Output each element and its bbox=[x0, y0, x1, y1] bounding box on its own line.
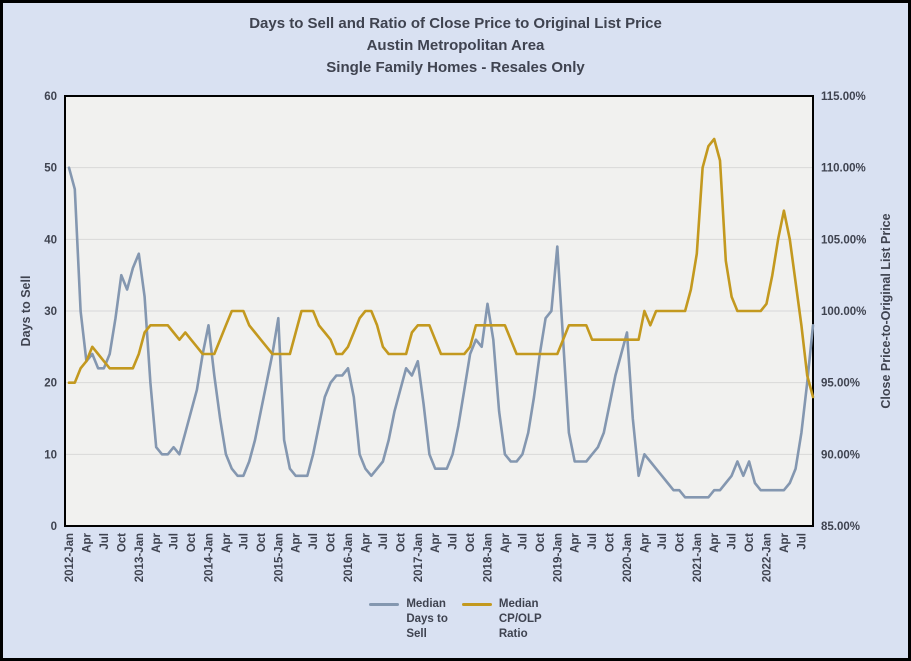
chart-legend: Median Days to Sell Median CP/OLP Ratio bbox=[3, 597, 908, 642]
x-axis-tick-label: Oct bbox=[395, 533, 407, 552]
median-cp-olp-ratio-legend-label: Median CP/OLP Ratio bbox=[498, 598, 542, 640]
x-axis-tick-label: Oct bbox=[744, 533, 756, 552]
chart-title: Days to Sell and Ratio of Close Price to… bbox=[3, 13, 908, 79]
legend-item-median-cp-olp-ratio: Median CP/OLP Ratio bbox=[461, 597, 542, 642]
x-axis-tick-label: Jul bbox=[517, 533, 529, 550]
right-axis-tick-label: 105.00% bbox=[821, 234, 866, 246]
x-axis-tick-label: Oct bbox=[256, 533, 268, 552]
right-axis-title: Close Price-to-Original List Price bbox=[879, 213, 893, 408]
x-axis-tick-label: Jul bbox=[657, 533, 669, 550]
x-axis-tick-label: Apr bbox=[709, 532, 721, 552]
chart-title-line-2: Austin Metropolitan Area bbox=[366, 37, 545, 54]
median-days-to-sell-legend-label: Median Days to Sell bbox=[406, 598, 448, 640]
x-axis-tick-label: Apr bbox=[221, 532, 233, 552]
right-axis-tick-label: 95.00% bbox=[821, 378, 860, 390]
x-axis-tick-label: 2020-Jan bbox=[622, 533, 634, 582]
x-axis-tick-label: Jul bbox=[587, 533, 599, 550]
x-axis-tick-label: Jul bbox=[448, 533, 460, 550]
x-axis-tick-label: Jul bbox=[308, 533, 320, 550]
x-axis-tick-label: 2021-Jan bbox=[692, 533, 704, 582]
x-axis-tick-label: Oct bbox=[535, 533, 547, 552]
x-axis-tick-label: Apr bbox=[639, 532, 651, 552]
left-axis-tick-label: 10 bbox=[44, 449, 57, 461]
median-cp-olp-ratio-legend-swatch bbox=[461, 603, 492, 606]
x-axis-tick-label: Apr bbox=[779, 532, 791, 552]
left-axis-tick-label: 60 bbox=[44, 91, 57, 103]
right-axis-tick-label: 110.00% bbox=[821, 163, 866, 175]
x-axis-tick-label: Oct bbox=[465, 533, 477, 552]
x-axis-tick-label: Oct bbox=[674, 533, 686, 552]
x-axis-tick-label: 2015-Jan bbox=[273, 533, 285, 582]
x-axis-tick-label: Apr bbox=[360, 532, 372, 552]
x-axis-tick-label: Oct bbox=[326, 533, 338, 552]
x-axis-tick-label: Jul bbox=[727, 533, 739, 550]
legend-item-median-days-to-sell: Median Days to Sell bbox=[369, 597, 448, 642]
median-days-to-sell-legend-swatch bbox=[369, 603, 400, 606]
x-axis-tick-label: Apr bbox=[291, 532, 303, 552]
x-axis-tick-label: Jul bbox=[238, 533, 250, 550]
x-axis-tick-label: Apr bbox=[430, 532, 442, 552]
x-axis-tick-label: Jul bbox=[378, 533, 390, 550]
x-axis-tick-label: Apr bbox=[500, 532, 512, 552]
plot-border bbox=[64, 95, 814, 527]
left-axis-title: Days to Sell bbox=[19, 276, 33, 347]
x-axis-tick-label: Apr bbox=[81, 532, 93, 552]
left-axis-tick-label: 40 bbox=[44, 234, 57, 246]
x-axis-tick-label: 2013-Jan bbox=[134, 533, 146, 582]
median-cp-olp-ratio-line bbox=[67, 137, 815, 399]
x-axis-tick-label: Oct bbox=[605, 533, 617, 552]
left-axis-tick-label: 0 bbox=[51, 521, 57, 533]
x-axis-tick-label: 2019-Jan bbox=[552, 533, 564, 582]
x-axis-tick-label: 2017-Jan bbox=[413, 533, 425, 582]
left-axis-tick-label: 50 bbox=[44, 163, 57, 175]
x-axis-tick-label: 2018-Jan bbox=[483, 533, 495, 582]
x-axis-tick-label: 2014-Jan bbox=[204, 533, 216, 582]
x-axis-tick-label: 2016-Jan bbox=[343, 533, 355, 582]
x-axis-tick-label: Jul bbox=[169, 533, 181, 550]
left-axis-tick-label: 20 bbox=[44, 378, 57, 390]
x-axis-tick-label: Apr bbox=[151, 532, 163, 552]
chart-svg: 0 10 20 30 40 50 60 85.00% 90.00% 95.00% 100.00% 10… bbox=[19, 91, 893, 582]
x-axis-tick-label: Apr bbox=[570, 532, 582, 552]
median-days-to-sell-line bbox=[67, 166, 815, 499]
right-axis-tick-label: 90.00% bbox=[821, 449, 860, 461]
x-axis-tick-label: Jul bbox=[796, 533, 808, 550]
right-axis-tick-label: 100.00% bbox=[821, 306, 866, 318]
chart-title-line-3: Single Family Homes - Resales Only bbox=[326, 59, 585, 76]
right-axis-tick-label: 115.00% bbox=[821, 91, 866, 103]
x-axis-tick-label: Oct bbox=[116, 533, 128, 552]
x-axis-tick-label: 2012-Jan bbox=[64, 533, 76, 582]
x-axis-tick-label: 2022-Jan bbox=[762, 533, 774, 582]
left-axis-tick-label: 30 bbox=[44, 306, 57, 318]
x-axis-tick-label: Jul bbox=[99, 533, 111, 550]
chart-title-line-1: Days to Sell and Ratio of Close Price to… bbox=[249, 15, 662, 32]
right-axis-tick-label: 85.00% bbox=[821, 521, 860, 533]
x-axis-tick-label: Oct bbox=[186, 533, 198, 552]
